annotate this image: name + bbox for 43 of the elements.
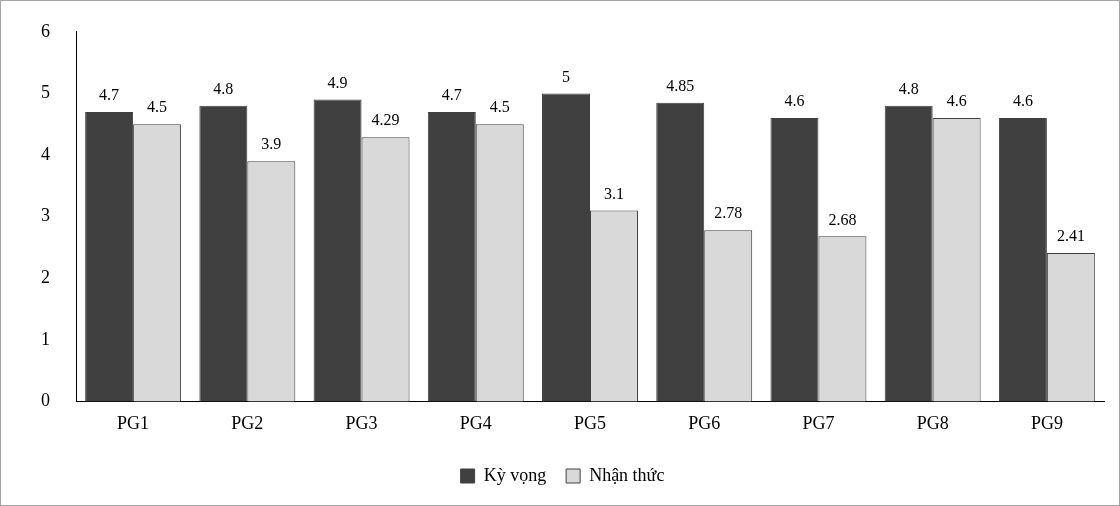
- y-tick-label: 3: [41, 205, 50, 226]
- data-label: 4.6: [784, 92, 805, 110]
- x-tick-label: PG5: [573, 412, 607, 433]
- x-tick-label: PG7: [802, 412, 835, 433]
- bar: [656, 102, 705, 402]
- bar: [427, 111, 476, 402]
- data-label: 3.9: [261, 135, 282, 153]
- bar: [313, 99, 362, 402]
- y-tick-label: 2: [41, 266, 50, 287]
- data-label: 4.8: [213, 79, 234, 97]
- data-label: 5: [562, 67, 571, 85]
- bar: [199, 105, 248, 402]
- x-tick-label: PG3: [345, 412, 378, 433]
- bar: [542, 93, 590, 402]
- x-tick-label: PG6: [688, 412, 721, 433]
- legend-label: Kỳ vọng: [483, 464, 547, 485]
- bar: [770, 118, 819, 402]
- y-tick-label: 6: [41, 20, 50, 41]
- data-label: 4.5: [147, 98, 168, 116]
- y-tick-label: 0: [41, 390, 50, 411]
- data-label: 4.7: [99, 86, 120, 104]
- data-label: 2.78: [714, 204, 743, 222]
- legend-label: Nhận thức: [589, 464, 665, 485]
- data-label: 4.29: [371, 111, 400, 129]
- y-tick-label: 4: [41, 143, 50, 164]
- data-label: 3.1: [603, 184, 624, 202]
- y-tick-label: 1: [41, 328, 50, 349]
- data-label: 4.6: [1012, 92, 1033, 110]
- y-tick-label: 5: [41, 82, 50, 103]
- x-tick-label: PG1: [117, 412, 150, 433]
- data-label: 4.6: [946, 92, 967, 110]
- x-tick-label: PG8: [916, 412, 949, 433]
- data-label: 4.7: [441, 86, 462, 104]
- data-label: 4.5: [489, 98, 510, 116]
- x-tick-label: PG4: [459, 412, 492, 433]
- data-label: 4.9: [327, 73, 348, 91]
- data-label: 4.85: [666, 76, 695, 94]
- data-label: 4.8: [898, 79, 919, 97]
- data-label: 2.68: [828, 210, 857, 228]
- x-tick-label: PG9: [1030, 412, 1063, 433]
- data-label: 2.41: [1056, 227, 1085, 245]
- x-tick-label: PG2: [231, 412, 264, 433]
- bar: [85, 111, 134, 402]
